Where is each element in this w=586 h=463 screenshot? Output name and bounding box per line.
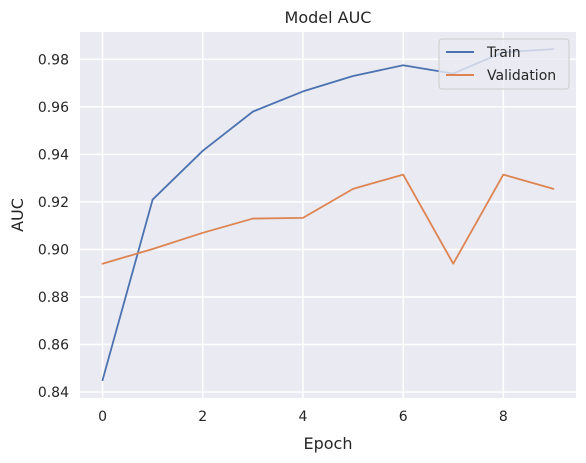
x-tick-label: 4 xyxy=(298,409,307,425)
y-tick-labels: 0.84 0.86 0.88 0.90 0.92 0.94 0.96 0.98 xyxy=(38,52,69,401)
y-tick-label: 0.86 xyxy=(38,338,69,354)
y-tick-label: 0.94 xyxy=(38,147,69,163)
plot-background xyxy=(80,32,576,398)
legend-label-validation: Validation xyxy=(487,68,556,84)
legend: Train Validation xyxy=(438,38,570,90)
x-tick-label: 6 xyxy=(399,409,408,425)
x-tick-label: 8 xyxy=(499,409,508,425)
y-tick-label: 0.92 xyxy=(38,195,69,211)
x-axis-title: Epoch xyxy=(304,434,353,453)
y-tick-label: 0.96 xyxy=(38,100,69,116)
x-tick-label: 0 xyxy=(98,409,107,425)
grid xyxy=(80,32,576,398)
y-tick-label: 0.88 xyxy=(38,290,69,306)
y-tick-label: 0.98 xyxy=(38,52,69,68)
y-tick-label: 0.84 xyxy=(38,385,69,401)
chart-title: Model AUC xyxy=(285,8,372,27)
y-tick-label: 0.90 xyxy=(38,242,69,258)
series-line-validation xyxy=(101,173,555,265)
x-tick-label: 2 xyxy=(198,409,207,425)
y-axis-title: AUC xyxy=(8,198,27,232)
legend-label-train: Train xyxy=(486,45,521,61)
x-tick-labels: 0 2 4 6 8 xyxy=(98,409,508,425)
